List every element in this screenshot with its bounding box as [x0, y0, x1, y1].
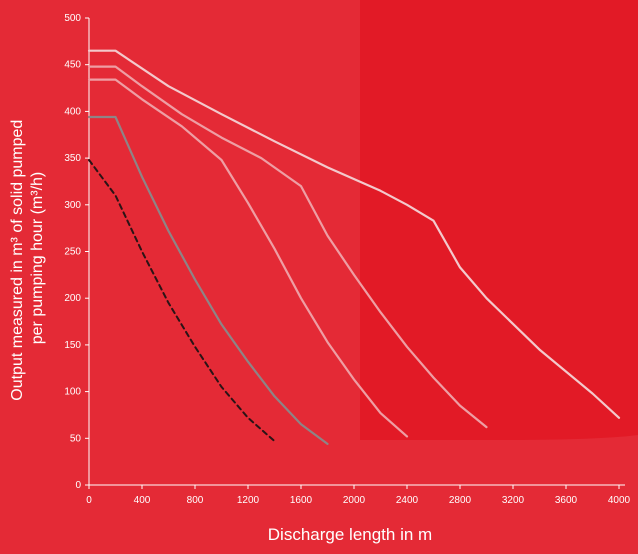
y-tick-label: 150: [64, 340, 81, 351]
y-tick-label: 100: [64, 387, 81, 398]
y-tick-label: 450: [64, 60, 81, 71]
series-layer: [87, 49, 621, 445]
series-line-4: [87, 115, 329, 445]
y-tick-label: 50: [70, 433, 82, 444]
series-line-3: [87, 78, 409, 438]
x-axis-label: Discharge length in m: [268, 525, 432, 544]
y-tick-label: 0: [75, 480, 81, 491]
y-tick-label: 350: [64, 153, 81, 164]
y-axis-label-line2: per pumping hour (m³/h): [29, 172, 46, 345]
highlight-region: [360, 0, 638, 440]
series-line-1: [87, 49, 621, 419]
y-axis-label: Output measured in m³ of solid pumped pe…: [9, 115, 46, 400]
x-tick-label: 3200: [502, 495, 525, 506]
x-tick-label: 1600: [290, 495, 313, 506]
x-tick-label: 4000: [608, 495, 631, 506]
series-line-5: [88, 159, 276, 443]
y-tick-label: 200: [64, 293, 81, 304]
y-tick-label: 500: [64, 13, 81, 24]
y-axis-ticks: 0 50 100 150 200 250 300 350 400 450 500: [64, 13, 89, 491]
x-axis-ticks: 0 400 800 1200 1600 2000 2400 2800 3200 3600 4000: [86, 485, 631, 506]
x-tick-label: 3600: [555, 495, 578, 506]
x-tick-label: 400: [134, 495, 151, 506]
x-tick-label: 2400: [396, 495, 419, 506]
series-line-2: [87, 65, 488, 429]
x-tick-label: 800: [187, 495, 204, 506]
y-tick-label: 250: [64, 247, 81, 258]
x-tick-label: 0: [86, 495, 92, 506]
x-tick-label: 2000: [343, 495, 366, 506]
x-tick-label: 2800: [449, 495, 472, 506]
y-tick-label: 400: [64, 106, 81, 117]
y-tick-label: 300: [64, 200, 81, 211]
y-axis-label-line1: Output measured in m³ of solid pumped: [9, 120, 26, 401]
x-tick-label: 1200: [237, 495, 260, 506]
